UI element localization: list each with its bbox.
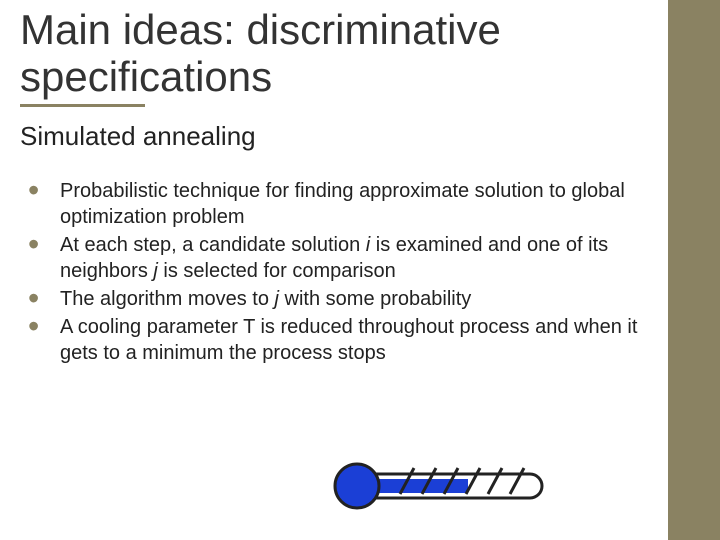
thermometer-fill-tube [370,479,468,493]
thermometer-bulb [335,464,379,508]
bullet-text: At each step, a candidate solution [60,234,366,256]
slide-content: Main ideas: discriminative specification… [20,6,660,368]
list-item: The algorithm moves to j with some proba… [20,286,660,312]
bullet-text: A cooling parameter T is reduced through… [60,316,637,364]
list-item: A cooling parameter T is reduced through… [20,314,660,366]
accent-sidebar [668,0,720,540]
list-item: Probabilistic technique for finding appr… [20,178,660,230]
bullet-text: is selected for comparison [158,260,396,282]
bullet-text: Probabilistic technique for finding appr… [60,180,625,228]
bullet-text: The algorithm moves to [60,288,275,310]
bullet-list: Probabilistic technique for finding appr… [20,178,660,366]
slide-title: Main ideas: discriminative specification… [20,6,660,100]
slide-subtitle: Simulated annealing [20,121,660,152]
thermometer-icon [330,438,560,518]
bullet-text: with some probability [279,288,471,310]
title-underline [20,104,145,107]
list-item: At each step, a candidate solution i is … [20,232,660,284]
